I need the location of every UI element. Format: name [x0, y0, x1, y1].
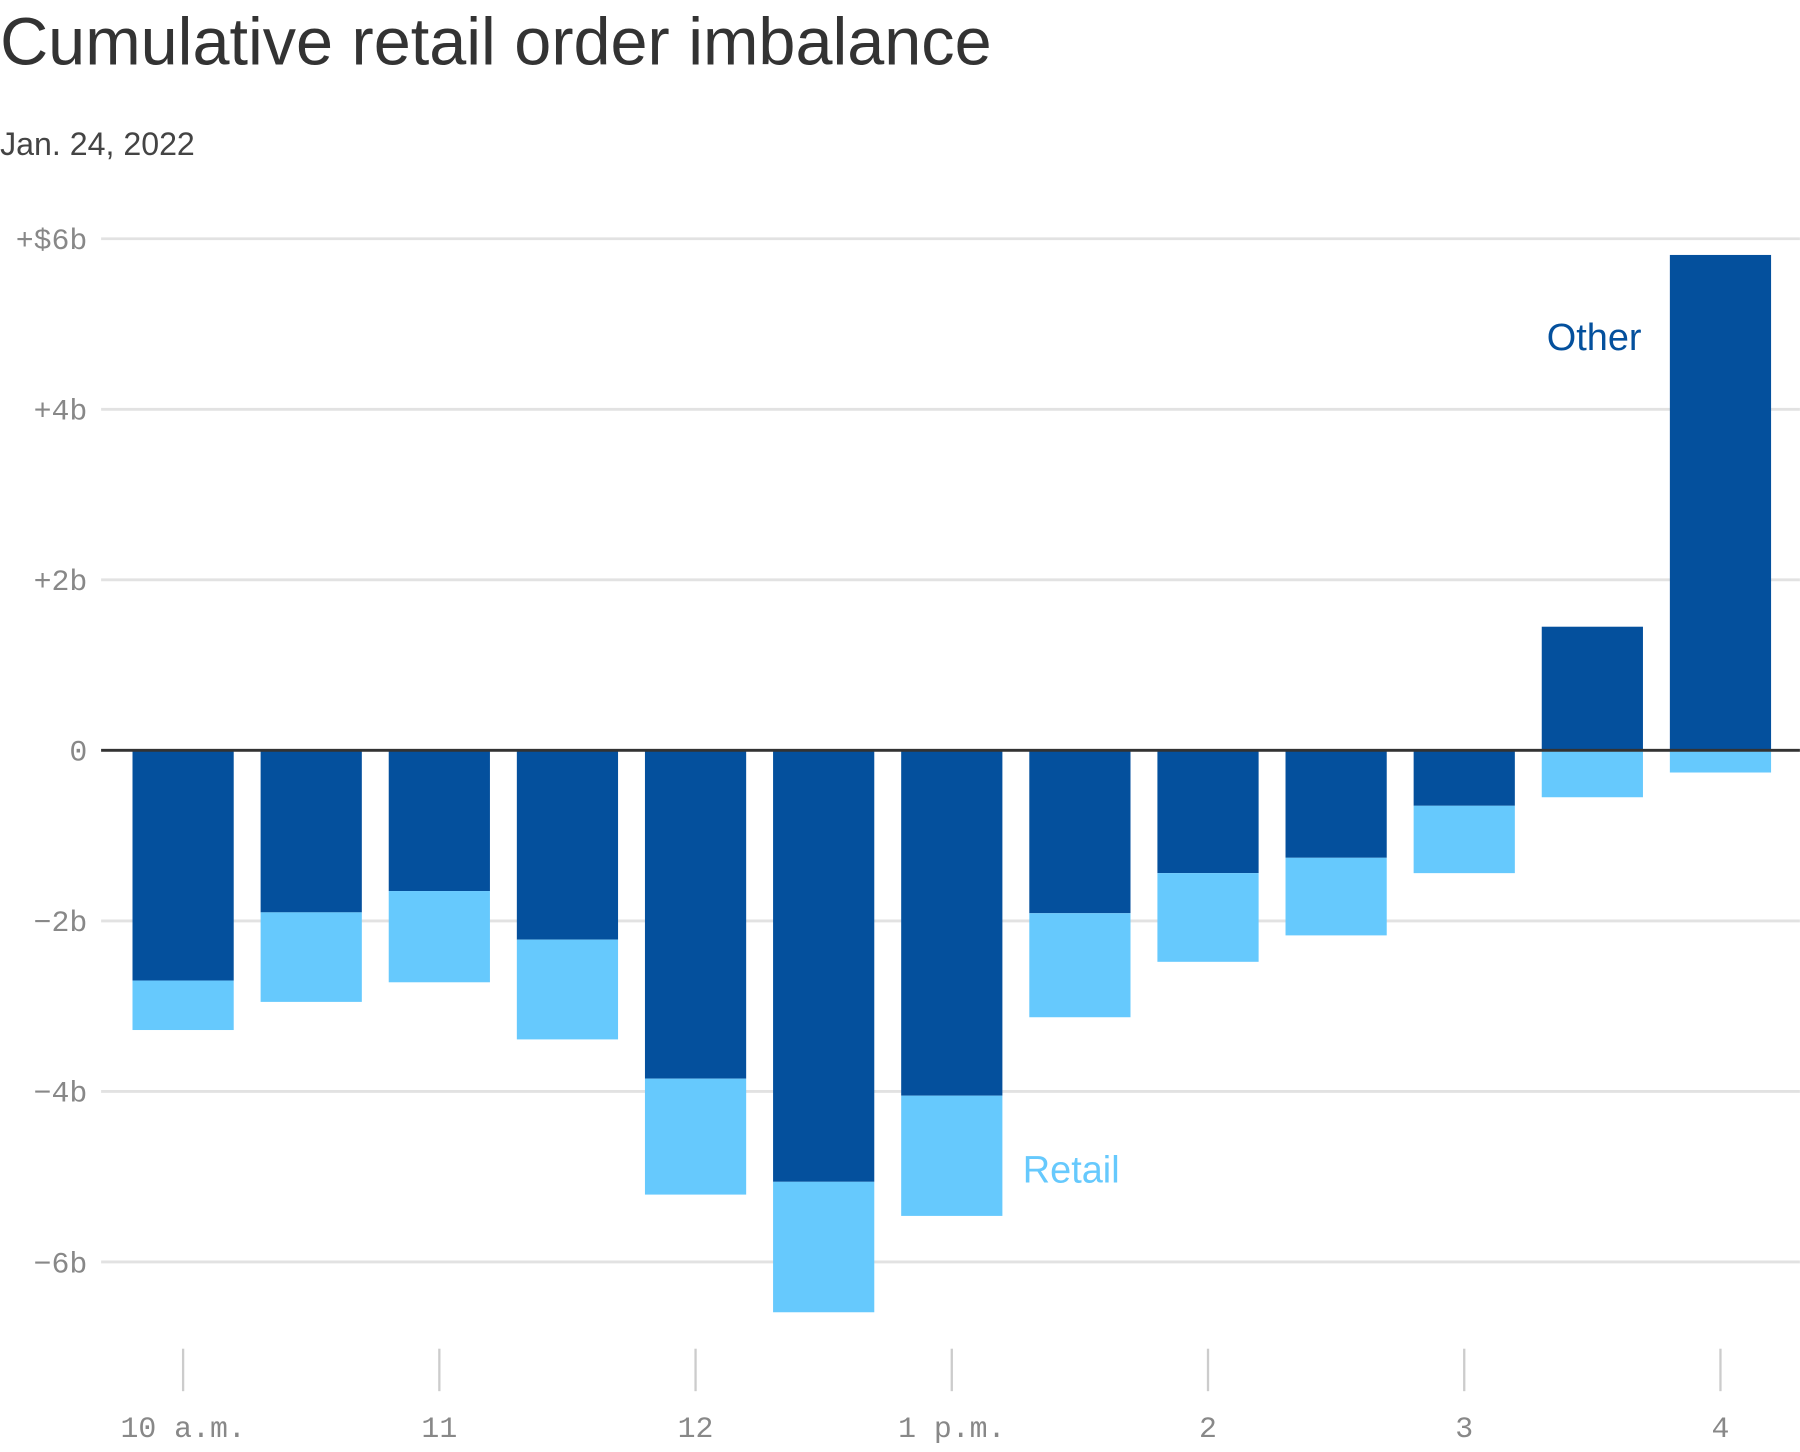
y-tick-label: 0 [69, 736, 87, 770]
chart-subtitle: Jan. 24, 2022 [0, 126, 195, 162]
bar [388, 891, 490, 983]
series-label: Retail [1023, 1149, 1120, 1191]
bar [644, 750, 747, 1079]
bar [1669, 750, 1772, 773]
bar [773, 1181, 875, 1313]
bar [1285, 750, 1387, 858]
series-label: Other [1547, 317, 1642, 359]
y-tick-label: −2b [34, 906, 88, 940]
bar [132, 980, 234, 1031]
y-tick-label: +2b [34, 565, 88, 599]
x-tick-label: 12 [678, 1412, 714, 1446]
x-tick-label: 11 [421, 1412, 457, 1446]
bars: Other Retail [101, 254, 1800, 1313]
bar [1157, 750, 1259, 874]
bar [1413, 750, 1515, 806]
bar [1541, 750, 1643, 798]
bar [260, 750, 362, 913]
bar [1029, 913, 1131, 1018]
bar [260, 912, 362, 1002]
bar [1413, 805, 1515, 874]
x-tick-label: 1 p.m. [898, 1412, 1005, 1446]
x-tick-label: 3 [1455, 1412, 1473, 1446]
y-tick-label: +4b [34, 395, 88, 429]
x-tick-label: 4 [1712, 1412, 1730, 1446]
bar [388, 750, 490, 892]
bar [773, 750, 875, 1182]
bar [901, 1095, 1003, 1216]
bar [516, 750, 619, 940]
y-tick-label: +$6b [16, 224, 88, 258]
x-tick-label: 10 a.m. [120, 1412, 245, 1446]
bar [1669, 254, 1772, 751]
x-tick-label: 2 [1199, 1412, 1217, 1446]
bar [644, 1078, 747, 1195]
bar [1541, 626, 1643, 751]
bar [1285, 857, 1387, 936]
bar [516, 939, 619, 1040]
chart-title: Cumulative retail order imbalance [0, 5, 991, 79]
y-tick-label: −6b [34, 1247, 88, 1281]
bar [901, 750, 1003, 1096]
bar [132, 750, 234, 981]
y-tick-label: −4b [34, 1077, 88, 1111]
bar [1029, 750, 1131, 914]
axes: +$6b +4b +2b 0 −2b −4b −6b 10 a.m. 11 12 1 p.m. 2 3 4 [16, 224, 1730, 1446]
bar [1157, 873, 1259, 962]
